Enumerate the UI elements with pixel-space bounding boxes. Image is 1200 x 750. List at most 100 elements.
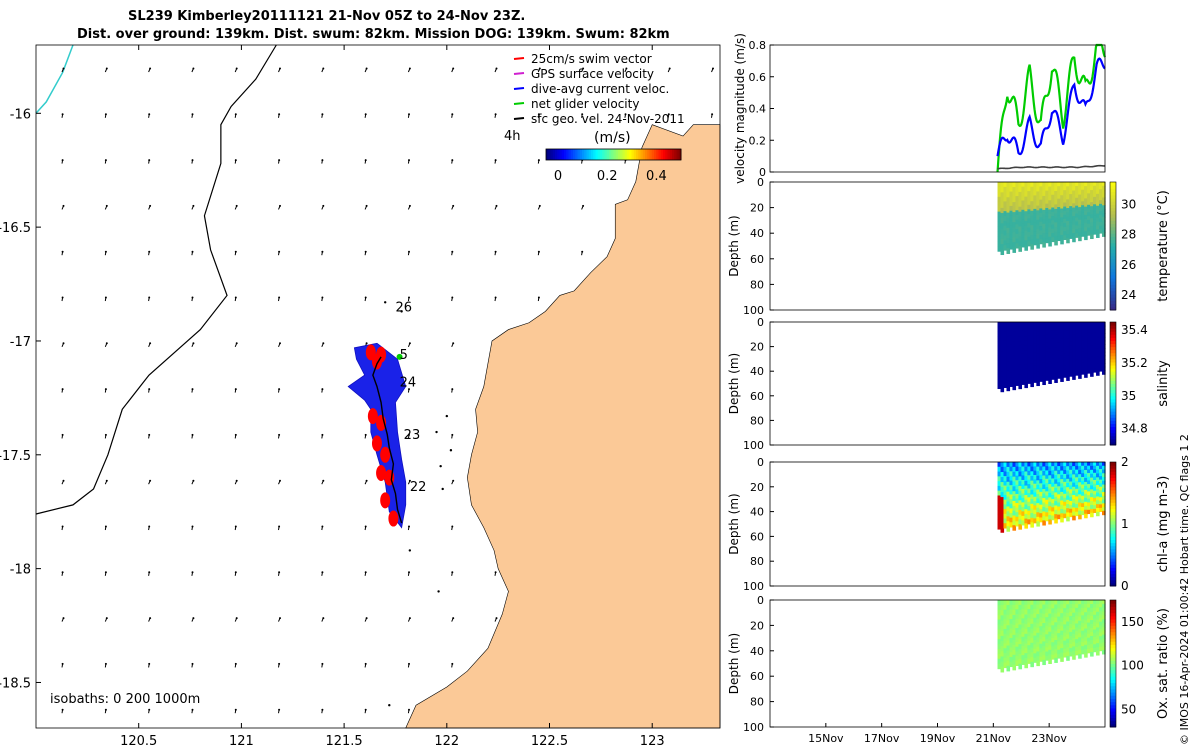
section-cell bbox=[1102, 488, 1106, 493]
section-cell bbox=[1051, 629, 1055, 635]
section-cell bbox=[1036, 210, 1040, 216]
section-cell bbox=[1006, 600, 1011, 606]
section-colorbar-cell bbox=[1110, 647, 1116, 652]
section-cell bbox=[1066, 651, 1070, 657]
section-cell bbox=[1054, 479, 1058, 485]
section-cell bbox=[1093, 357, 1097, 362]
section-colorbar-cell bbox=[1110, 508, 1116, 513]
section-cell bbox=[1048, 195, 1052, 201]
section-cell bbox=[1033, 462, 1037, 467]
section-cell bbox=[1099, 625, 1103, 630]
section-cell bbox=[1060, 190, 1064, 196]
section-cell bbox=[1054, 326, 1058, 332]
section-cell bbox=[1075, 462, 1079, 467]
section-colorbar-cell bbox=[1110, 230, 1116, 234]
section-cell bbox=[1054, 466, 1058, 472]
section-cell bbox=[1075, 488, 1079, 494]
section-cell bbox=[1102, 642, 1106, 647]
section-cell bbox=[1045, 351, 1049, 356]
section-cell bbox=[1036, 326, 1040, 332]
section-colorbar-cell bbox=[1110, 657, 1116, 661]
section-cell bbox=[1072, 466, 1076, 471]
section-cell bbox=[1030, 358, 1034, 365]
depth-tick-label: 0 bbox=[757, 316, 764, 329]
section-cell bbox=[1066, 367, 1070, 373]
section-cell bbox=[1024, 600, 1028, 606]
section-cell bbox=[1000, 462, 1005, 468]
section-cell bbox=[1099, 196, 1103, 201]
section-cell bbox=[1048, 379, 1052, 384]
section-cell bbox=[1102, 462, 1106, 467]
section-cell bbox=[1093, 329, 1097, 334]
sfc-vel-arrow-head bbox=[234, 571, 237, 574]
section-cell bbox=[1039, 508, 1043, 514]
section-cell bbox=[1069, 639, 1073, 645]
section-cell bbox=[1039, 326, 1043, 332]
section-cell bbox=[1051, 199, 1055, 204]
colorbar-cell bbox=[575, 149, 578, 160]
section-cell bbox=[1054, 613, 1058, 619]
section-cell bbox=[1084, 485, 1088, 491]
section-cell bbox=[1024, 373, 1028, 379]
sfc-vel-arrow-head bbox=[408, 204, 411, 207]
section-cell bbox=[1033, 613, 1037, 619]
section-cell bbox=[1024, 619, 1028, 625]
section-colorbar-cell bbox=[1110, 711, 1116, 715]
section-cell bbox=[1048, 510, 1052, 516]
section-cell bbox=[1102, 344, 1106, 349]
section-cell bbox=[1036, 521, 1040, 527]
section-cell bbox=[1084, 604, 1088, 609]
section-cell bbox=[1063, 462, 1067, 467]
section-cell bbox=[1021, 497, 1025, 503]
section-cell bbox=[1015, 331, 1020, 337]
section-cell bbox=[1003, 382, 1008, 388]
section-cell bbox=[1084, 365, 1088, 370]
section-cell bbox=[1012, 222, 1017, 228]
section-cell bbox=[1072, 199, 1076, 204]
section-cell bbox=[1057, 628, 1061, 634]
section-cell bbox=[1078, 223, 1082, 229]
section-cell bbox=[1072, 237, 1076, 243]
section-cell bbox=[1063, 493, 1067, 499]
section-cell bbox=[1096, 322, 1100, 327]
section-cell bbox=[1009, 367, 1014, 374]
legend-entry-label: net glider velocity bbox=[531, 97, 639, 111]
section-cell bbox=[1093, 494, 1097, 499]
section-cell bbox=[1006, 640, 1011, 647]
section-cell bbox=[1048, 488, 1052, 494]
section-colorbar-tick-label: 26 bbox=[1121, 258, 1136, 272]
section-cell bbox=[1096, 185, 1100, 191]
section-cell bbox=[1057, 366, 1061, 371]
section-cell bbox=[1018, 514, 1023, 521]
section-cell bbox=[1075, 631, 1079, 636]
section-cell bbox=[1081, 340, 1085, 345]
section-cell bbox=[1057, 350, 1061, 355]
section-cell bbox=[1036, 462, 1040, 468]
sfc-vel-arrow-head bbox=[365, 204, 368, 207]
section-cell bbox=[1030, 345, 1034, 351]
section-cell bbox=[1102, 362, 1106, 368]
section-cell bbox=[1078, 608, 1082, 614]
section-colorbar-cell bbox=[1110, 536, 1116, 540]
section-cell bbox=[1027, 604, 1031, 610]
section-cell bbox=[1060, 195, 1064, 201]
section-cell bbox=[1060, 364, 1064, 370]
section-cell bbox=[1045, 225, 1049, 231]
depth-tick-label: 20 bbox=[750, 202, 764, 215]
map-ytick-label: -17 bbox=[10, 335, 31, 350]
section-cell bbox=[1024, 336, 1028, 342]
section-colorbar-cell bbox=[1110, 496, 1116, 500]
section-cell bbox=[1078, 346, 1082, 351]
section-cell bbox=[1084, 357, 1088, 363]
section-cell bbox=[1051, 474, 1055, 480]
section-colorbar-cell bbox=[1110, 631, 1116, 636]
section-cell bbox=[997, 639, 1002, 645]
section-cell bbox=[1021, 366, 1025, 372]
section-cell bbox=[1018, 364, 1023, 371]
section-cell bbox=[1045, 371, 1049, 377]
section-cell bbox=[1087, 227, 1091, 232]
section-cell bbox=[997, 186, 1002, 193]
section-cell bbox=[1066, 612, 1070, 618]
section-cell bbox=[1087, 615, 1091, 620]
section-cell bbox=[1021, 466, 1025, 472]
